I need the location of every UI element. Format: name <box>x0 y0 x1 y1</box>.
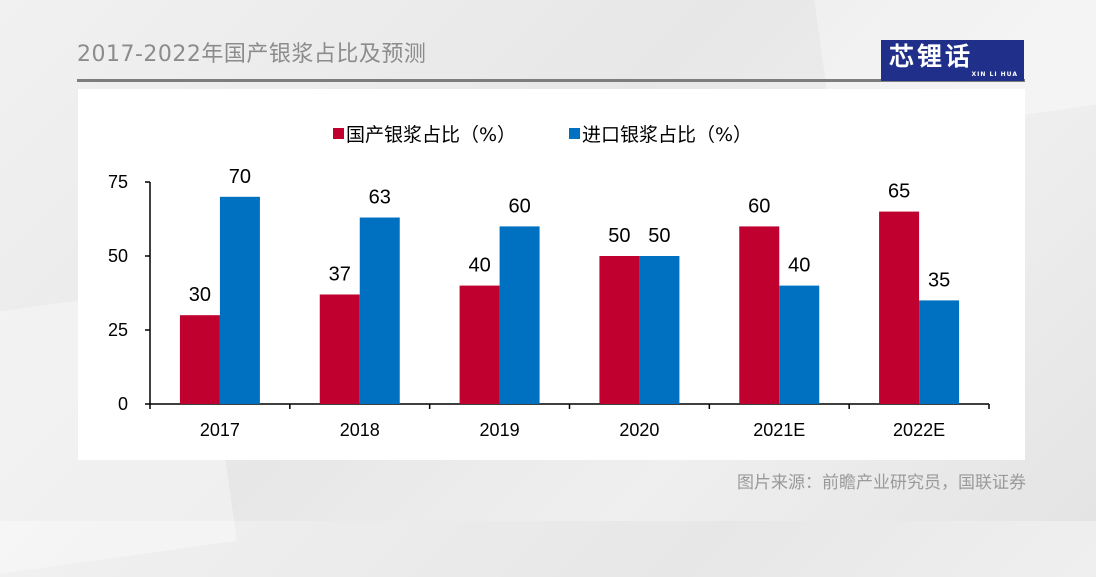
brand-logo: 芯锂话 XIN LI HUA <box>881 40 1024 81</box>
data-label: 65 <box>888 181 910 203</box>
page-title: 2017-2022年国产银浆占比及预测 <box>77 42 427 67</box>
bar <box>739 226 780 404</box>
data-label: 30 <box>189 284 211 306</box>
data-label: 40 <box>788 255 810 277</box>
bar <box>179 315 220 404</box>
logo-subtext: XIN LI HUA <box>971 71 1018 78</box>
data-label: 63 <box>369 187 391 209</box>
source-note: 图片来源：前瞻产业研究员，国联证券 <box>737 473 1026 493</box>
x-tick-label: 2018 <box>340 420 380 440</box>
legend-label: 进口银浆占比（%） <box>582 124 752 146</box>
bar <box>639 256 680 404</box>
data-label: 37 <box>329 263 351 285</box>
bar <box>319 294 360 404</box>
legend-label: 国产银浆占比（%） <box>346 124 516 146</box>
bar <box>219 196 260 404</box>
bar <box>499 226 540 404</box>
chart-panel: 0 25 50 75 30 70 2017 37 63 2018 40 60 2019 50 50 2020 6… <box>78 89 1025 460</box>
data-label: 70 <box>229 166 251 188</box>
logo-text: 芯锂话 <box>889 42 974 71</box>
y-tick-label: 50 <box>108 246 128 266</box>
data-label: 60 <box>748 195 770 217</box>
data-label: 40 <box>468 255 490 277</box>
title-divider <box>77 79 1025 82</box>
bar-chart: 0 25 50 75 30 70 2017 37 63 2018 40 60 2019 50 50 2020 6… <box>108 124 990 440</box>
y-tick-label: 75 <box>108 172 128 192</box>
data-label: 50 <box>648 225 670 247</box>
x-tick-label: 2017 <box>200 420 240 440</box>
x-tick-label: 2019 <box>480 420 520 440</box>
data-label: 50 <box>608 225 630 247</box>
x-tick-label: 2021E <box>753 420 805 440</box>
bar <box>459 285 500 404</box>
legend-swatch <box>333 128 344 139</box>
bar <box>599 256 640 404</box>
bar <box>359 217 400 404</box>
legend-swatch <box>569 128 580 139</box>
y-tick-label: 25 <box>108 320 128 340</box>
bar <box>779 285 820 404</box>
x-tick-label: 2022E <box>893 420 945 440</box>
bar <box>919 300 960 404</box>
x-tick-label: 2020 <box>619 420 659 440</box>
y-tick-label: 0 <box>118 394 128 414</box>
data-label: 35 <box>928 269 950 291</box>
data-label: 60 <box>508 195 530 217</box>
bar <box>879 211 920 404</box>
